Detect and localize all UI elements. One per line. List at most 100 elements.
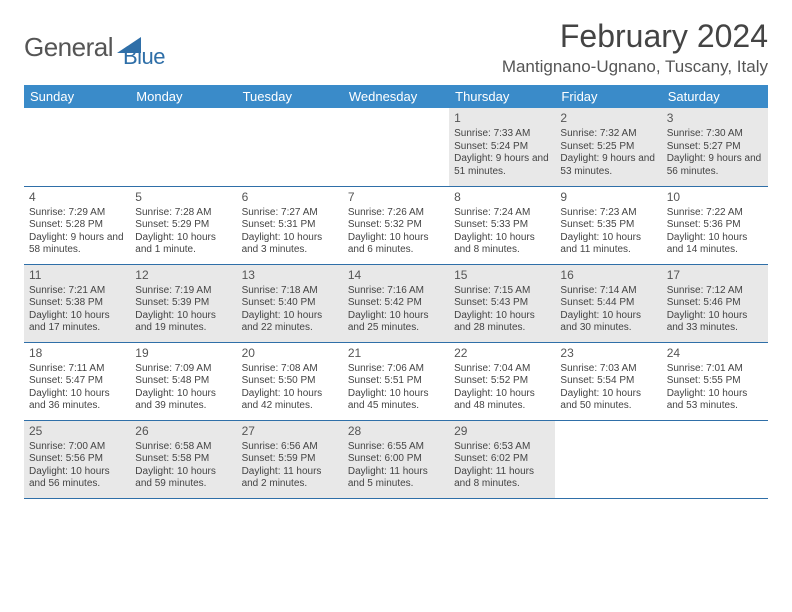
day-number: 14 (348, 268, 444, 283)
sunrise-text: Sunrise: 7:06 AM (348, 363, 444, 376)
day-number: 25 (29, 424, 125, 439)
sunset-text: Sunset: 5:54 PM (560, 375, 656, 388)
calendar-day-cell: 3Sunrise: 7:30 AMSunset: 5:27 PMDaylight… (662, 108, 768, 186)
calendar-empty-cell (24, 108, 130, 186)
calendar-day-cell: 17Sunrise: 7:12 AMSunset: 5:46 PMDayligh… (662, 264, 768, 342)
calendar-day-cell: 10 Sunrise: 7:22 AMSunset: 5:36 PMDayligh… (662, 186, 768, 264)
day-number: 13 (242, 268, 338, 283)
sunrise-text: Sunrise: 7:12 AM (667, 285, 763, 298)
daylight-text: Daylight: 9 hours and 53 minutes. (560, 153, 656, 178)
day-number: 29 (454, 424, 550, 439)
sunrise-text: Sunrise: 7:22 AM (667, 207, 763, 220)
sunset-text: Sunset: 5:27 PM (667, 141, 763, 154)
sunset-text: Sunset: 5:29 PM (135, 219, 231, 232)
daylight-text: Daylight: 10 hours and 42 minutes. (242, 388, 338, 413)
calendar-day-cell: 29Sunrise: 6:53 AMSunset: 6:02 PMDayligh… (449, 420, 555, 498)
sunset-text: Sunset: 5:56 PM (29, 453, 125, 466)
logo: General Blue (24, 24, 165, 70)
day-number: 7 (348, 190, 444, 205)
day-number: 19 (135, 346, 231, 361)
daylight-text: Daylight: 10 hours and 14 minutes. (667, 232, 763, 257)
sunset-text: Sunset: 5:33 PM (454, 219, 550, 232)
sunset-text: Sunset: 5:36 PM (667, 219, 763, 232)
sunrise-text: Sunrise: 6:58 AM (135, 441, 231, 454)
day-number: 12 (135, 268, 231, 283)
daylight-text: Daylight: 10 hours and 25 minutes. (348, 310, 444, 335)
calendar-day-cell: 1Sunrise: 7:33 AMSunset: 5:24 PMDaylight… (449, 108, 555, 186)
sunset-text: Sunset: 5:38 PM (29, 297, 125, 310)
calendar-empty-cell (555, 420, 661, 498)
sunset-text: Sunset: 5:58 PM (135, 453, 231, 466)
daylight-text: Daylight: 9 hours and 58 minutes. (29, 232, 125, 257)
title-block: February 2024 Mantignano-Ugnano, Tuscany… (502, 18, 768, 77)
day-number: 6 (242, 190, 338, 205)
calendar-day-cell: 7Sunrise: 7:26 AMSunset: 5:32 PMDaylight… (343, 186, 449, 264)
daylight-text: Daylight: 11 hours and 2 minutes. (242, 466, 338, 491)
calendar-day-cell: 21Sunrise: 7:06 AMSunset: 5:51 PMDayligh… (343, 342, 449, 420)
daylight-text: Daylight: 10 hours and 53 minutes. (667, 388, 763, 413)
page-title: February 2024 (502, 18, 768, 55)
day-number: 22 (454, 346, 550, 361)
sunset-text: Sunset: 5:55 PM (667, 375, 763, 388)
day-number: 17 (667, 268, 763, 283)
daylight-text: Daylight: 10 hours and 59 minutes. (135, 466, 231, 491)
calendar-week-row: 1Sunrise: 7:33 AMSunset: 5:24 PMDaylight… (24, 108, 768, 186)
daylight-text: Daylight: 10 hours and 8 minutes. (454, 232, 550, 257)
day-number: 10 (667, 190, 763, 205)
day-number: 8 (454, 190, 550, 205)
daylight-text: Daylight: 10 hours and 28 minutes. (454, 310, 550, 335)
calendar-body: 1Sunrise: 7:33 AMSunset: 5:24 PMDaylight… (24, 108, 768, 498)
sunset-text: Sunset: 5:59 PM (242, 453, 338, 466)
calendar-day-cell: 11Sunrise: 7:21 AMSunset: 5:38 PMDayligh… (24, 264, 130, 342)
sunrise-text: Sunrise: 7:19 AM (135, 285, 231, 298)
daylight-text: Daylight: 11 hours and 8 minutes. (454, 466, 550, 491)
daylight-text: Daylight: 10 hours and 17 minutes. (29, 310, 125, 335)
sunrise-text: Sunrise: 7:09 AM (135, 363, 231, 376)
calendar-day-cell: 5Sunrise: 7:28 AMSunset: 5:29 PMDaylight… (130, 186, 236, 264)
logo-text-2: Blue (123, 44, 165, 70)
daylight-text: Daylight: 9 hours and 51 minutes. (454, 153, 550, 178)
daylight-text: Daylight: 11 hours and 5 minutes. (348, 466, 444, 491)
daylight-text: Daylight: 10 hours and 1 minute. (135, 232, 231, 257)
calendar-table: SundayMondayTuesdayWednesdayThursdayFrid… (24, 85, 768, 499)
calendar-day-cell: 19Sunrise: 7:09 AMSunset: 5:48 PMDayligh… (130, 342, 236, 420)
sunset-text: Sunset: 5:42 PM (348, 297, 444, 310)
weekday-header: Sunday (24, 85, 130, 108)
sunrise-text: Sunrise: 7:14 AM (560, 285, 656, 298)
sunset-text: Sunset: 5:50 PM (242, 375, 338, 388)
sunrise-text: Sunrise: 7:03 AM (560, 363, 656, 376)
day-number: 26 (135, 424, 231, 439)
calendar-day-cell: 26 Sunrise: 6:58 AMSunset: 5:58 PMDayligh… (130, 420, 236, 498)
daylight-text: Daylight: 10 hours and 19 minutes. (135, 310, 231, 335)
sunset-text: Sunset: 6:00 PM (348, 453, 444, 466)
sunset-text: Sunset: 5:28 PM (29, 219, 125, 232)
day-number: 24 (667, 346, 763, 361)
sunrise-text: Sunrise: 7:27 AM (242, 207, 338, 220)
day-number: 3 (667, 111, 763, 126)
calendar-empty-cell (662, 420, 768, 498)
sunset-text: Sunset: 5:25 PM (560, 141, 656, 154)
sunset-text: Sunset: 5:47 PM (29, 375, 125, 388)
calendar-week-row: 4Sunrise: 7:29 AMSunset: 5:28 PMDaylight… (24, 186, 768, 264)
calendar-day-cell: 16Sunrise: 7:14 AMSunset: 5:44 PMDayligh… (555, 264, 661, 342)
weekday-header-row: SundayMondayTuesdayWednesdayThursdayFrid… (24, 85, 768, 108)
daylight-text: Daylight: 10 hours and 22 minutes. (242, 310, 338, 335)
day-number: 18 (29, 346, 125, 361)
calendar-day-cell: 20Sunrise: 7:08 AMSunset: 5:50 PMDayligh… (237, 342, 343, 420)
sunrise-text: Sunrise: 7:33 AM (454, 128, 550, 141)
calendar-day-cell: 15Sunrise: 7:15 AMSunset: 5:43 PMDayligh… (449, 264, 555, 342)
daylight-text: Daylight: 10 hours and 30 minutes. (560, 310, 656, 335)
calendar-empty-cell (343, 108, 449, 186)
calendar-day-cell: 28Sunrise: 6:55 AMSunset: 6:00 PMDayligh… (343, 420, 449, 498)
weekday-header: Saturday (662, 85, 768, 108)
sunset-text: Sunset: 5:39 PM (135, 297, 231, 310)
calendar-day-cell: 24Sunrise: 7:01 AMSunset: 5:55 PMDayligh… (662, 342, 768, 420)
sunrise-text: Sunrise: 7:29 AM (29, 207, 125, 220)
day-number: 16 (560, 268, 656, 283)
calendar-week-row: 25Sunrise: 7:00 AMSunset: 5:56 PMDayligh… (24, 420, 768, 498)
sunrise-text: Sunrise: 7:18 AM (242, 285, 338, 298)
sunrise-text: Sunrise: 7:24 AM (454, 207, 550, 220)
calendar-empty-cell (237, 108, 343, 186)
daylight-text: Daylight: 10 hours and 36 minutes. (29, 388, 125, 413)
day-number: 2 (560, 111, 656, 126)
